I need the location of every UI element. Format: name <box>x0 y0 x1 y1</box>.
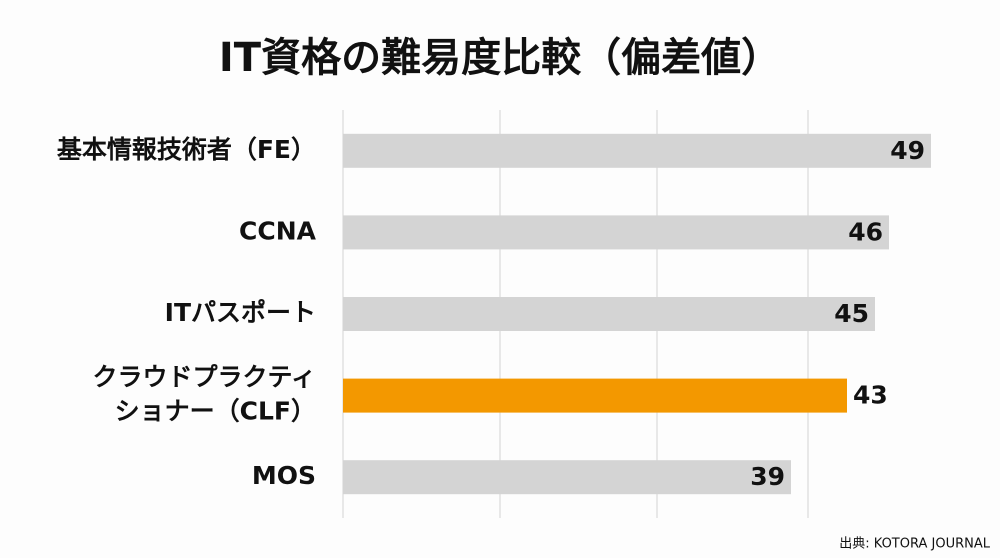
value-label: 39 <box>750 462 785 491</box>
bar <box>343 133 931 168</box>
y-tick-label: MOS <box>252 461 316 490</box>
source: 出典: KOTORA JOURNAL <box>839 537 990 552</box>
value-label: 49 <box>890 136 925 165</box>
bar <box>343 215 889 250</box>
value-label: 43 <box>853 381 888 410</box>
y-tick-label: クラウドプラクティ <box>92 363 316 392</box>
y-tick-label: CCNA <box>239 216 317 245</box>
y-tick-label: ITパスポート <box>165 298 316 327</box>
bar <box>343 378 847 413</box>
value-label: 46 <box>848 217 883 246</box>
y-tick-label: ショナー（CLF） <box>115 397 316 426</box>
y-tick-label: 基本情報技術者（FE） <box>57 135 316 164</box>
value-label: 45 <box>834 299 869 328</box>
bar <box>343 460 791 495</box>
chart-title: IT資格の難易度比較（偏差値） <box>219 35 781 81</box>
bar <box>343 297 875 331</box>
